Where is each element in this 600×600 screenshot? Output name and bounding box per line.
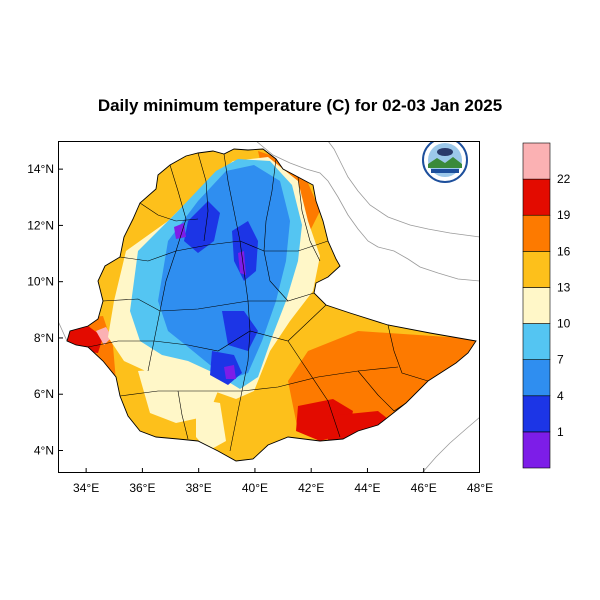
y-tick-label: 4°N — [34, 443, 54, 457]
colorbar-swatch — [522, 431, 551, 469]
x-tick-label: 42°E — [298, 481, 324, 495]
admin-borders — [87, 152, 429, 452]
institute-logo — [422, 141, 468, 183]
y-tick-label: 12°N — [27, 218, 54, 232]
gulf-of-aden-coast — [327, 141, 480, 238]
colorbar-label: 1 — [557, 425, 564, 439]
somalia-border — [421, 416, 480, 473]
admin-line-6 — [87, 304, 327, 352]
colorbar-label: 16 — [557, 244, 571, 258]
temperature-map — [58, 141, 480, 473]
admin-line-11 — [197, 152, 209, 242]
colorbar-swatch — [522, 323, 551, 360]
colorbar-swatch — [522, 142, 551, 180]
field-west-hottest — [96, 327, 112, 345]
colorbar-label: 4 — [557, 389, 564, 403]
colorbar-swatch — [522, 287, 551, 324]
logo-cloud — [437, 148, 453, 156]
map-frame-border — [58, 141, 480, 473]
admin-line-8 — [287, 340, 341, 438]
admin-line-7 — [119, 366, 399, 397]
y-tick-label: 14°N — [27, 162, 54, 176]
field-south-10-13 — [196, 399, 226, 451]
x-tick-label: 38°E — [186, 481, 212, 495]
admin-line-9 — [357, 370, 407, 412]
colorbar-swatch — [522, 251, 551, 288]
colorbar-swatch — [522, 178, 551, 216]
admin-line-1 — [147, 164, 187, 372]
x-tick-label: 36°E — [129, 481, 155, 495]
admin-line-14 — [297, 176, 321, 262]
logo-hills — [428, 157, 462, 168]
x-tick-label: 46°E — [411, 481, 437, 495]
admin-line-10 — [387, 324, 429, 382]
field-south-hot — [328, 411, 393, 441]
admin-line-5 — [102, 298, 288, 312]
colorbar-label: 22 — [557, 172, 571, 186]
axis-ticks — [58, 168, 480, 473]
x-tick-label: 34°E — [73, 481, 99, 495]
y-tick-label: 10°N — [27, 275, 54, 289]
logo-sky — [428, 143, 462, 177]
x-tick-label: 44°E — [354, 481, 380, 495]
field-cold-north-1 — [184, 201, 220, 253]
neighbor-borders — [58, 141, 480, 473]
field-cold-central — [222, 311, 258, 351]
logo-banner — [431, 169, 459, 173]
colorbar-label: 7 — [557, 353, 564, 367]
south-sudan-border — [58, 320, 68, 342]
admin-line-13 — [177, 390, 189, 440]
colorbar-swatch — [522, 359, 551, 397]
field-coldest-1 — [174, 223, 186, 239]
colorbar-label: 19 — [557, 208, 571, 222]
colorbar: 1 4 7 10 13 16 19 22 — [522, 142, 571, 469]
admin-line-4 — [119, 240, 329, 262]
colorbar-label: 10 — [557, 317, 571, 331]
y-tick-label: 8°N — [34, 331, 54, 345]
colorbar-swatch — [522, 214, 551, 252]
field-coldest-3 — [224, 365, 236, 379]
admin-line-12 — [139, 202, 199, 222]
colorbar-label: 13 — [557, 280, 571, 294]
x-tick-label: 48°E — [467, 481, 493, 495]
map-panel — [58, 141, 480, 473]
x-tick-label: 40°E — [242, 481, 268, 495]
field-cold-north-2 — [232, 221, 258, 281]
chart-title: Daily minimum temperature (C) for 02-03 … — [97, 96, 503, 115]
y-tick-label: 6°N — [34, 387, 54, 401]
somaliland-coast — [377, 246, 480, 282]
colorbar-swatch — [522, 395, 551, 433]
red-sea-coast — [255, 141, 379, 248]
